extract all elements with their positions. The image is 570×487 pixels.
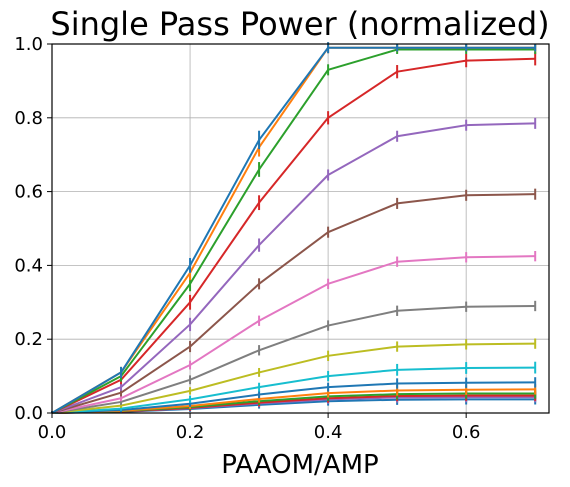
series-4 xyxy=(51,117,537,414)
chart-title: Single Pass Power (normalized) xyxy=(50,5,549,43)
y-tick-label: 0.0 xyxy=(14,403,43,424)
y-tick-label: 0.4 xyxy=(14,255,43,276)
x-axis-label: PAAOM/AMP xyxy=(221,450,378,480)
y-tick-label: 0.6 xyxy=(14,182,43,203)
series-line xyxy=(51,122,536,414)
y-tick-label: 0.8 xyxy=(14,108,43,129)
series-1 xyxy=(51,42,537,414)
grid-lines xyxy=(51,43,549,414)
series-line xyxy=(51,366,536,414)
plot-frame xyxy=(51,43,550,414)
axis-ticks: 0.0 0.2 0.4 0.6 0.0 0.2 0.4 0.6 0.8 1.0 xyxy=(14,34,480,443)
series-line xyxy=(51,46,536,414)
series-6 xyxy=(51,251,537,414)
y-tick-label: 0.2 xyxy=(14,329,43,350)
series-2 xyxy=(51,45,537,414)
series-line xyxy=(51,255,536,414)
series-3 xyxy=(51,52,537,414)
x-tick-label: 0.0 xyxy=(38,422,67,443)
series-line xyxy=(51,304,536,414)
series-line xyxy=(51,48,536,414)
series-10 xyxy=(51,377,537,414)
series-5 xyxy=(51,188,537,414)
x-tick-label: 0.2 xyxy=(176,422,205,443)
x-tick-label: 0.4 xyxy=(314,422,343,443)
series-line xyxy=(51,381,536,414)
series-9 xyxy=(51,361,537,414)
series-line xyxy=(51,46,536,414)
series-layer xyxy=(51,42,537,414)
series-line xyxy=(51,193,536,414)
series-line xyxy=(51,342,536,414)
series-line xyxy=(51,57,536,414)
x-tick-label: 0.6 xyxy=(452,422,481,443)
y-tick-label: 1.0 xyxy=(14,34,43,55)
